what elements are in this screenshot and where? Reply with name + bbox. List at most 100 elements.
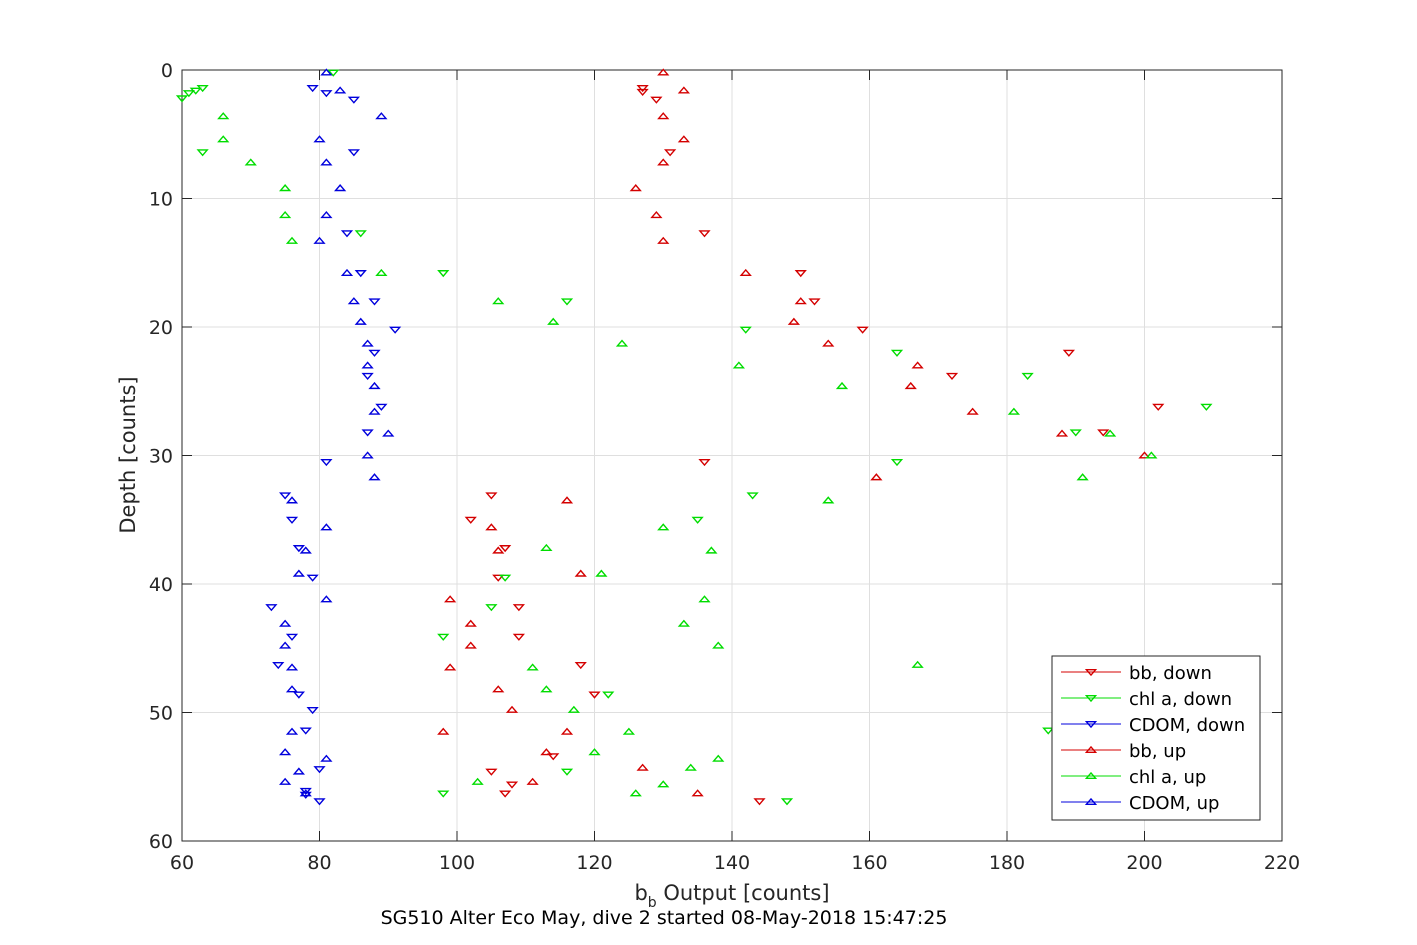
marker-cdom-down	[361, 429, 374, 437]
marker-bb-up	[444, 663, 457, 671]
legend-marker-chl-a-up	[1084, 771, 1098, 779]
marker-cdom-up	[320, 68, 333, 76]
marker-cdom-up	[361, 451, 374, 459]
marker-cdom-down	[347, 149, 360, 157]
marker-chl-a-up	[1145, 451, 1158, 459]
marker-cdom-down	[320, 458, 333, 467]
marker-bb-up	[444, 595, 457, 603]
marker-chl-a-up	[622, 727, 635, 735]
marker-bb-down	[636, 85, 649, 93]
marker-chl-a-up	[375, 268, 388, 277]
x-tick-label: 160	[851, 852, 887, 874]
marker-cdom-down	[313, 798, 326, 806]
marker-cdom-up	[320, 754, 333, 762]
marker-cdom-up	[347, 297, 360, 305]
marker-bb-up	[629, 184, 642, 192]
marker-cdom-down	[285, 633, 299, 641]
marker-chl-a-up	[217, 135, 230, 143]
marker-chl-a-down	[1021, 372, 1034, 381]
marker-bb-down	[636, 88, 649, 97]
marker-bb-up	[485, 523, 498, 531]
marker-chl-a-up	[540, 685, 553, 693]
marker-cdom-up	[382, 429, 395, 437]
x-tick-label: 60	[170, 852, 194, 874]
x-tick-label: 120	[576, 852, 612, 874]
marker-bb-up	[560, 727, 574, 735]
marker-chl-a-up	[732, 361, 745, 369]
marker-chl-a-up	[540, 543, 553, 551]
marker-cdom-down	[375, 403, 388, 411]
marker-cdom-up	[320, 523, 333, 531]
marker-cdom-down	[306, 85, 319, 93]
marker-bb-up	[966, 407, 979, 415]
marker-chl-a-up	[1076, 473, 1089, 481]
marker-bb-up	[492, 546, 505, 554]
marker-cdom-up	[285, 727, 299, 735]
marker-bb-up	[787, 317, 800, 325]
marker-chl-a-down	[499, 574, 512, 582]
marker-bb-down	[512, 633, 525, 641]
marker-chl-a-up	[595, 569, 608, 577]
marker-chl-a-up	[712, 754, 725, 762]
marker-bb-down	[856, 326, 869, 334]
marker-bb-down	[698, 458, 711, 467]
marker-bb-up	[904, 381, 917, 390]
marker-chl-a-up	[279, 211, 292, 219]
y-tick-label: 60	[149, 831, 173, 853]
marker-cdom-up	[320, 158, 333, 166]
marker-chl-a-up	[677, 619, 690, 627]
marker-cdom-down	[285, 516, 299, 524]
marker-chl-a-up	[567, 705, 580, 713]
marker-bb-up	[1138, 451, 1151, 459]
y-axis-label: Depth [counts]	[116, 376, 140, 533]
marker-bb-up	[464, 641, 477, 649]
marker-bb-up	[677, 86, 690, 94]
marker-cdom-up	[334, 86, 347, 94]
marker-bb-down	[512, 604, 525, 612]
marker-chl-a-down	[560, 768, 574, 776]
marker-cdom-down	[368, 349, 381, 357]
marker-cdom-down	[313, 766, 326, 774]
y-tick-label: 40	[149, 574, 173, 596]
marker-chl-a-down	[1042, 727, 1055, 735]
marker-chl-a-up	[1007, 407, 1020, 415]
y-tick-label: 30	[149, 446, 173, 468]
marker-bb-up	[540, 748, 553, 756]
marker-cdom-up	[313, 135, 326, 143]
legend-marker-chl-a-down	[1084, 695, 1098, 703]
x-tick-label: 80	[307, 852, 331, 874]
marker-cdom-up	[375, 112, 388, 120]
marker-chl-a-up	[492, 297, 505, 305]
marker-bb-down	[499, 790, 512, 798]
marker-chl-a-up	[657, 780, 670, 788]
marker-chl-a-down	[1069, 429, 1082, 437]
marker-cdom-up	[334, 184, 347, 192]
marker-cdom-down	[361, 372, 374, 381]
marker-cdom-down	[340, 230, 354, 238]
x-tick-label: 200	[1126, 852, 1162, 874]
marker-chl-a-up	[279, 184, 292, 192]
legend-label-cdom-down: CDOM, down	[1129, 715, 1245, 736]
marker-chl-a-up	[629, 789, 642, 797]
marker-chl-a-down	[739, 326, 752, 334]
marker-bb-up	[691, 789, 704, 797]
marker-bb-up	[657, 112, 670, 120]
marker-bb-down	[698, 230, 711, 238]
marker-chl-a-up	[657, 523, 670, 531]
marker-chl-a-up	[217, 112, 230, 120]
marker-bb-down	[588, 691, 601, 699]
data-markers	[175, 68, 1213, 806]
marker-cdom-up	[299, 789, 312, 797]
marker-chl-a-up	[705, 546, 718, 554]
marker-chl-a-down	[890, 458, 904, 467]
marker-chl-a-down	[1200, 403, 1213, 411]
figure-caption: SG510 Alter Eco May, dive 2 started 08-M…	[381, 907, 948, 929]
marker-cdom-down	[279, 492, 292, 500]
marker-bb-up	[464, 619, 477, 627]
marker-chl-a-up	[684, 763, 697, 771]
marker-cdom-up	[279, 748, 292, 756]
marker-cdom-down	[299, 727, 312, 735]
marker-bb-down	[492, 574, 505, 582]
marker-bb-up	[505, 705, 519, 713]
